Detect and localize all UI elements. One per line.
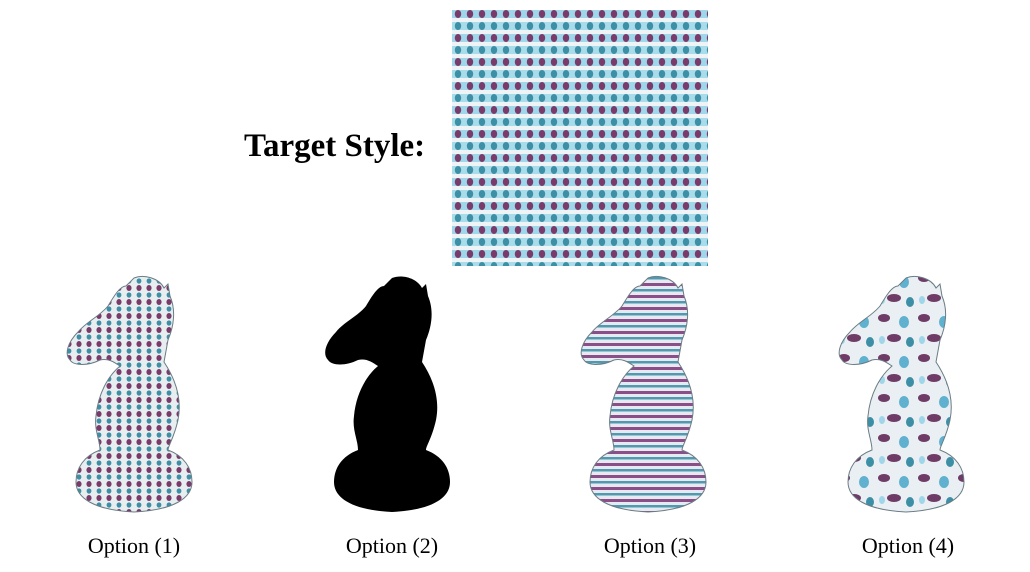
knight-option-3 — [580, 275, 707, 513]
target-style-swatch — [452, 10, 708, 266]
option-4-label: Option (4) — [861, 533, 955, 558]
knight-option-4 — [838, 275, 965, 513]
knight-option-2 — [325, 276, 450, 512]
knight-option-1 — [66, 275, 193, 513]
option-3-label: Option (3) — [603, 533, 697, 558]
option-1-label: Option (1) — [87, 533, 181, 558]
option-2-label: Option (2) — [345, 533, 439, 558]
target-style-label: Target Style: — [244, 128, 426, 164]
